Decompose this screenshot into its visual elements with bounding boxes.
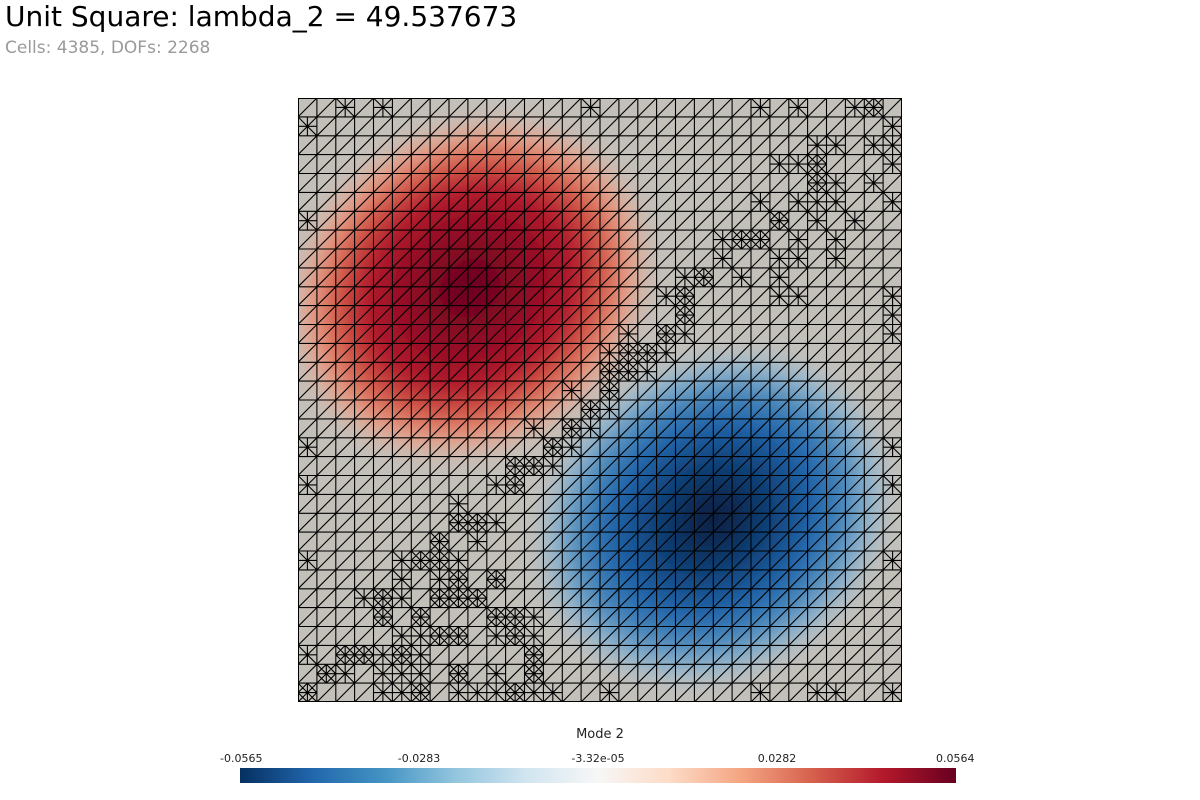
colorbar-tick-2: -3.32e-05 <box>571 752 625 765</box>
colorbar-tick-3: 0.0282 <box>757 752 797 765</box>
plot-title: Unit Square: lambda_2 = 49.537673 <box>5 0 518 33</box>
plot-border <box>298 98 902 702</box>
colorbar <box>240 768 956 783</box>
eigenmode-field-plot <box>298 98 902 702</box>
colorbar-tick-1: -0.0283 <box>397 752 441 765</box>
positive-lobe <box>298 108 660 468</box>
colorbar-tick-labels: -0.0565 -0.0283 -3.32e-05 0.0282 0.0564 <box>220 752 975 768</box>
colorbar-title: Mode 2 <box>576 727 624 742</box>
mesh-grid <box>298 98 902 702</box>
triangle-mesh <box>298 98 902 702</box>
colorbar-tick-4: 0.0564 <box>936 752 975 765</box>
colorbar-tick-0: -0.0565 <box>220 752 263 765</box>
mesh-info: Cells: 4385, DOFs: 2268 <box>5 38 211 58</box>
